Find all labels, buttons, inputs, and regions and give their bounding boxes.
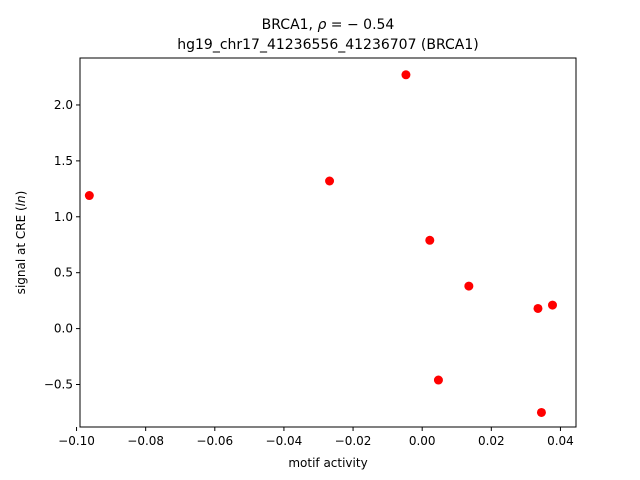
y-axis-ticks: −0.5 0.0 0.5 1.0 1.5 2.0 [44,98,80,392]
plot-area: −0.10 −0.08 −0.06 −0.04 −0.02 0.00 0.02 0.04 −0… [44,57,577,448]
data-point-9 [547,300,557,310]
data-point-7 [533,303,543,313]
data-point-8 [536,407,546,417]
y-axis-label: signal at CRE (ln) [14,191,28,295]
x-tick-label: 0.04 [547,434,574,448]
data-point-6 [464,281,474,291]
data-point-4 [425,235,435,245]
y-tick-label: 1.0 [54,210,73,224]
x-tick-label: 0.02 [478,434,505,448]
chart-title-line1: BRCA1, ρ = − 0.54 [262,17,395,33]
data-point-5 [433,375,443,385]
chart-title-line2: hg19_chr17_41236556_41236707 (BRCA1) [177,37,479,53]
data-point-2 [325,176,335,186]
x-axis-label: motif activity [288,456,367,470]
x-tick-label: −0.10 [58,434,95,448]
x-tick-label: −0.08 [127,434,164,448]
data-point-3 [401,70,411,80]
x-tick-label: −0.04 [266,434,303,448]
x-axis-ticks: −0.10 −0.08 −0.06 −0.04 −0.02 0.00 0.02 0.04 [58,427,574,448]
data-point-1 [84,191,94,201]
y-tick-label: 0.5 [54,266,73,280]
x-tick-label: −0.02 [335,434,372,448]
axes-frame [79,57,577,428]
x-tick-label: 0.00 [409,434,436,448]
y-tick-label: −0.5 [44,378,73,392]
y-tick-label: 1.5 [54,154,73,168]
x-tick-label: −0.06 [196,434,233,448]
data-points [84,70,557,417]
y-tick-label: 2.0 [54,98,73,112]
y-tick-label: 0.0 [54,322,73,336]
